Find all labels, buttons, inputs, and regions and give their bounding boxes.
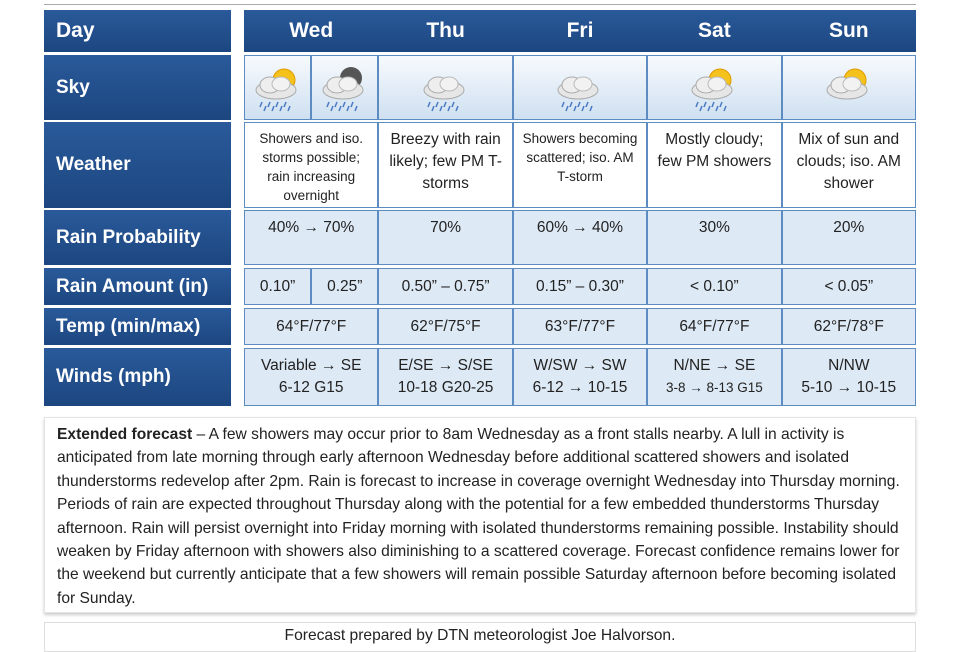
winds-line: W/SW → SW <box>533 357 627 374</box>
row-header: Day <box>44 10 231 52</box>
forecast-cell: Showers becoming scattered; iso. AM T-st… <box>512 122 648 208</box>
winds-line: N/NE → SE <box>673 357 756 374</box>
day-header: Fri <box>512 10 648 52</box>
row-header: Weather <box>44 122 231 208</box>
winds-line: 6-12 G15 <box>278 379 344 396</box>
day-header: Wed <box>244 10 379 52</box>
sky-icon-cell <box>311 55 379 120</box>
forecast-cell: 62°F/78°F <box>781 308 916 345</box>
extended-forecast: Extended forecast – A few showers may oc… <box>44 417 916 613</box>
forecast-cell: 0.50” – 0.75” <box>378 268 513 305</box>
forecast-cell: Mostly cloudy; few PM showers <box>647 122 782 208</box>
winds-cell: N/NW 5-10 → 10-15 <box>781 348 916 406</box>
winds-line: 10-18 G20-25 <box>397 379 494 396</box>
winds-cell: W/SW → SW 6-12 → 10-15 <box>512 348 648 406</box>
forecast-cell: 63°F/77°F <box>512 308 648 345</box>
forecast-cell: 20% <box>781 210 916 265</box>
winds-cell: N/NE → SE 3-8 → 8-13 G15 <box>647 348 782 406</box>
day-header: Sat <box>647 10 782 52</box>
row-header: Rain Probability <box>44 210 231 265</box>
row-header: Temp (min/max) <box>44 308 231 345</box>
sky-icon-cell <box>244 55 312 120</box>
winds-line: 3-8 → 8-13 G15 <box>665 380 763 395</box>
winds-line: N/NW <box>828 357 870 374</box>
day-header: Sun <box>781 10 916 52</box>
forecast-cell: Showers and iso. storms possible; rain i… <box>244 122 379 208</box>
forecast-cell: 70% <box>378 210 513 265</box>
rain-amount: 0.10” <box>244 268 312 305</box>
top-rule <box>44 0 916 5</box>
day-header: Thu <box>378 10 513 52</box>
forecast-cell: 0.15” – 0.30” <box>512 268 648 305</box>
winds-cell: E/SE → S/SE 10-18 G20-25 <box>378 348 513 406</box>
winds-line: 6-12 → 10-15 <box>532 379 628 396</box>
row-header: Rain Amount (in) <box>44 268 231 305</box>
forecast-cell: Breezy with rain likely; few PM T-storms <box>378 122 513 208</box>
winds-line: Variable → SE <box>260 357 362 374</box>
sky-icon-cell <box>378 55 513 120</box>
forecast-cell: 30% <box>647 210 782 265</box>
row-header: Winds (mph) <box>44 348 231 406</box>
winds-line: E/SE → S/SE <box>398 357 493 374</box>
sky-icon-cell <box>512 55 648 120</box>
forecast-cell: < 0.05” <box>781 268 916 305</box>
extended-heading: Extended forecast <box>57 426 193 443</box>
footer: Forecast prepared by DTN meteorologist J… <box>44 622 916 652</box>
sky-icon-cell <box>647 55 782 120</box>
forecast-cell: 64°F/77°F <box>647 308 782 345</box>
extended-text: – A few showers may occur prior to 8am W… <box>57 426 900 607</box>
forecast-cell: 60% → 40% <box>512 210 648 265</box>
forecast-cell: 40% → 70% <box>244 210 379 265</box>
forecast-cell: Mix of sun and clouds; iso. AM shower <box>781 122 916 208</box>
forecast-cell: 64°F/77°F <box>244 308 379 345</box>
forecast-cell: < 0.10” <box>647 268 782 305</box>
winds-cell: Variable → SE 6-12 G15 <box>244 348 379 406</box>
winds-line: 5-10 → 10-15 <box>801 379 897 396</box>
row-header: Sky <box>44 55 231 120</box>
sky-icon-cell <box>781 55 916 120</box>
forecast-cell: 62°F/75°F <box>378 308 513 345</box>
rain-amount: 0.25” <box>311 268 379 305</box>
